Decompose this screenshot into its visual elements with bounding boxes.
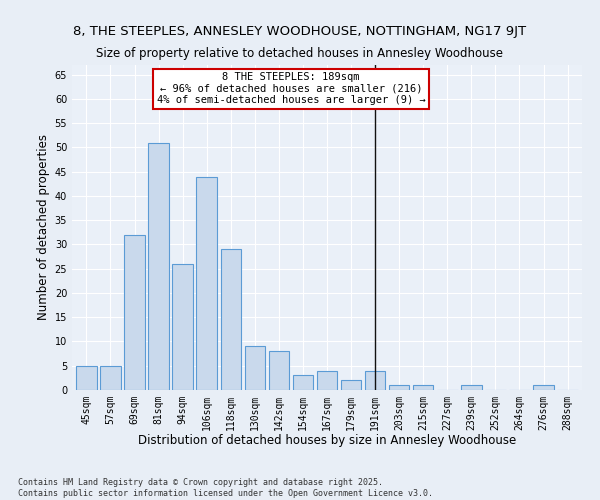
Text: 8 THE STEEPLES: 189sqm
← 96% of detached houses are smaller (216)
4% of semi-det: 8 THE STEEPLES: 189sqm ← 96% of detached… bbox=[157, 72, 425, 106]
Bar bbox=[221, 250, 241, 390]
Text: Contains HM Land Registry data © Crown copyright and database right 2025.
Contai: Contains HM Land Registry data © Crown c… bbox=[18, 478, 433, 498]
Text: Size of property relative to detached houses in Annesley Woodhouse: Size of property relative to detached ho… bbox=[97, 48, 503, 60]
Bar bbox=[172, 264, 193, 390]
Bar bbox=[341, 380, 361, 390]
Bar bbox=[76, 366, 97, 390]
X-axis label: Distribution of detached houses by size in Annesley Woodhouse: Distribution of detached houses by size … bbox=[138, 434, 516, 448]
Bar bbox=[148, 142, 169, 390]
Bar bbox=[533, 385, 554, 390]
Bar bbox=[317, 370, 337, 390]
Bar bbox=[269, 351, 289, 390]
Bar bbox=[461, 385, 482, 390]
Bar bbox=[365, 370, 385, 390]
Bar bbox=[389, 385, 409, 390]
Text: 8, THE STEEPLES, ANNESLEY WOODHOUSE, NOTTINGHAM, NG17 9JT: 8, THE STEEPLES, ANNESLEY WOODHOUSE, NOT… bbox=[73, 25, 527, 38]
Bar bbox=[100, 366, 121, 390]
Bar bbox=[245, 346, 265, 390]
Y-axis label: Number of detached properties: Number of detached properties bbox=[37, 134, 50, 320]
Bar bbox=[413, 385, 433, 390]
Bar bbox=[196, 176, 217, 390]
Bar bbox=[124, 235, 145, 390]
Bar bbox=[293, 376, 313, 390]
